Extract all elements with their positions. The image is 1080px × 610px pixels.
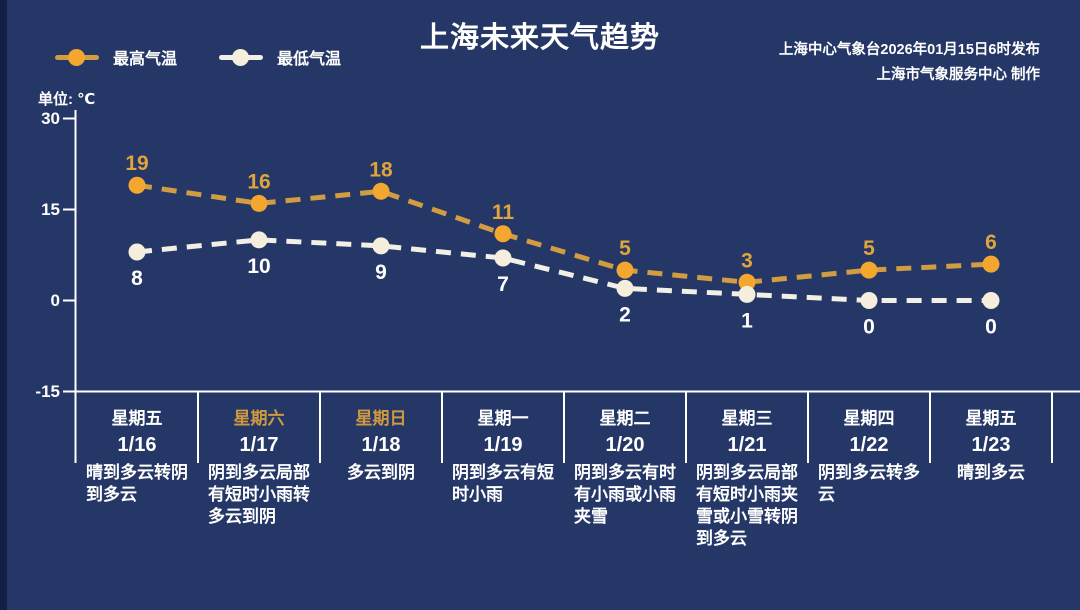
page-title: 上海未来天气趋势	[419, 22, 660, 54]
day-column: 星期四 1/22	[808, 391, 930, 457]
low-temp-point	[128, 243, 146, 261]
low-temp-value-label: 8	[131, 267, 143, 290]
weekday-label: 星期三	[721, 409, 773, 428]
legend-item-high: 最高气温	[55, 45, 177, 69]
date-label: 1/21	[727, 434, 767, 456]
weather-cell: 阴到多云局部 有短时小雨夹 雪或小雪转阴 到多云	[686, 462, 808, 550]
high-temp-point	[982, 255, 1000, 273]
legend-label-low: 最低气温	[277, 51, 342, 68]
weather-text: 多云到阴	[347, 463, 415, 482]
day-column: 星期日 1/18	[320, 391, 442, 457]
high-temp-value-label: 6	[985, 231, 997, 254]
y-axis-tick-0: 0	[50, 291, 60, 310]
day-column: 星期五 1/16	[76, 391, 198, 457]
date-label: 1/22	[849, 434, 889, 456]
high-temp-legend-icon	[55, 48, 99, 66]
weather-text: 阴到多云局部 有短时小雨夹 雪或小雪转阴 到多云	[696, 463, 798, 548]
low-temp-value-label: 1	[741, 309, 753, 332]
weather-text: 阴到多云有短 时小雨	[452, 463, 554, 504]
weather-text: 阴到多云局部 有短时小雨转 多云到阴	[208, 463, 310, 526]
weather-text: 晴到多云	[957, 463, 1025, 482]
day-column: 星期六 1/17	[198, 391, 320, 457]
day-column: 星期一 1/19	[442, 391, 564, 457]
weather-text: 晴到多云转阴 到多云	[86, 463, 188, 504]
high-temp-value-label: 19	[125, 152, 148, 175]
high-temp-point	[250, 194, 268, 212]
high-temp-point	[860, 261, 878, 279]
high-temp-point	[738, 273, 756, 291]
weather-cell: 阴到多云有时 有小雨或小雨 夹雪	[564, 462, 686, 550]
unit-label: 单位: ℃	[38, 91, 96, 108]
low-temp-point	[982, 292, 1000, 309]
high-temp-point	[372, 182, 390, 200]
weather-cell: 多云到阴	[320, 462, 442, 550]
low-temp-point	[494, 249, 512, 267]
weekday-label: 星期五	[111, 409, 163, 428]
weather-cell: 晴到多云	[930, 462, 1052, 550]
y-axis-tick-neg15: -15	[35, 382, 60, 401]
chart-legend: 最高气温 最低气温	[55, 45, 341, 69]
low-temp-value-label: 2	[619, 303, 631, 326]
high-temp-value-label: 5	[863, 237, 875, 260]
publisher-line2: 上海市气象服务中心 制作	[876, 67, 1040, 83]
low-temp-line	[136, 237, 991, 303]
low-temp-point	[250, 231, 268, 249]
low-temp-value-label: 10	[247, 255, 270, 278]
high-temp-value-label: 18	[369, 158, 393, 181]
date-label: 1/17	[239, 434, 279, 456]
low-temp-point	[860, 292, 878, 309]
weather-text: 阴到多云有时 有小雨或小雨 夹雪	[574, 463, 676, 526]
weather-description-row: 晴到多云转阴 到多云 阴到多云局部 有短时小雨转 多云到阴 多云到阴 阴到多云有…	[76, 462, 1052, 550]
low-temp-legend-icon	[219, 48, 264, 66]
legend-item-low: 最低气温	[219, 45, 341, 69]
date-label: 1/16	[117, 434, 157, 456]
high-temp-value-label: 3	[741, 249, 753, 272]
publisher-line1: 上海中心气象台2026年01月15日6时发布	[778, 42, 1040, 58]
high-temp-value-label: 5	[619, 237, 631, 260]
weekday-label: 星期二	[599, 409, 651, 428]
date-label: 1/20	[605, 434, 645, 456]
day-header-row: 星期五 1/16 星期六 1/17 星期日 1/18 星期一 1/19 星期二 …	[76, 391, 1052, 457]
date-label: 1/19	[483, 434, 523, 456]
date-label: 1/18	[361, 434, 401, 456]
day-column: 星期五 1/23	[930, 391, 1052, 457]
legend-label-high: 最高气温	[113, 51, 178, 68]
low-temp-point	[372, 237, 390, 255]
weather-cell: 晴到多云转阴 到多云	[76, 462, 198, 550]
high-temp-value-label: 16	[247, 170, 270, 193]
y-axis-tick-30: 30	[41, 109, 60, 128]
weekday-label: 星期五	[965, 409, 1017, 428]
date-label: 1/23	[971, 434, 1011, 456]
low-temp-value-label: 7	[497, 273, 509, 296]
weather-cell: 阴到多云转多 云	[808, 462, 930, 550]
low-temp-point	[738, 285, 756, 303]
weekday-label: 星期六	[233, 409, 285, 428]
day-column: 星期二 1/20	[564, 391, 686, 457]
high-temp-line	[136, 182, 992, 285]
day-column: 星期三 1/21	[686, 391, 808, 457]
high-temp-point	[616, 261, 634, 279]
weather-cell: 阴到多云有短 时小雨	[442, 462, 564, 550]
high-temp-value-label: 11	[492, 201, 515, 224]
y-axis-tick-15: 15	[41, 200, 60, 219]
weather-text: 阴到多云转多 云	[818, 463, 920, 504]
left-edge-strip	[0, 0, 7, 610]
publisher-info: 上海中心气象台2026年01月15日6时发布 上海市气象服务中心 制作	[779, 38, 1040, 88]
weekday-label: 星期四	[843, 409, 895, 428]
low-temp-value-label: 0	[863, 316, 875, 339]
high-temp-point	[128, 176, 146, 194]
weekday-label: 星期日	[355, 409, 407, 428]
low-temp-value-label: 9	[375, 261, 387, 284]
weather-cell: 阴到多云局部 有短时小雨转 多云到阴	[198, 462, 320, 550]
high-temp-point	[494, 225, 512, 243]
low-temp-point	[616, 279, 634, 297]
weekday-label: 星期一	[477, 409, 529, 428]
low-temp-value-label: 0	[985, 316, 997, 339]
